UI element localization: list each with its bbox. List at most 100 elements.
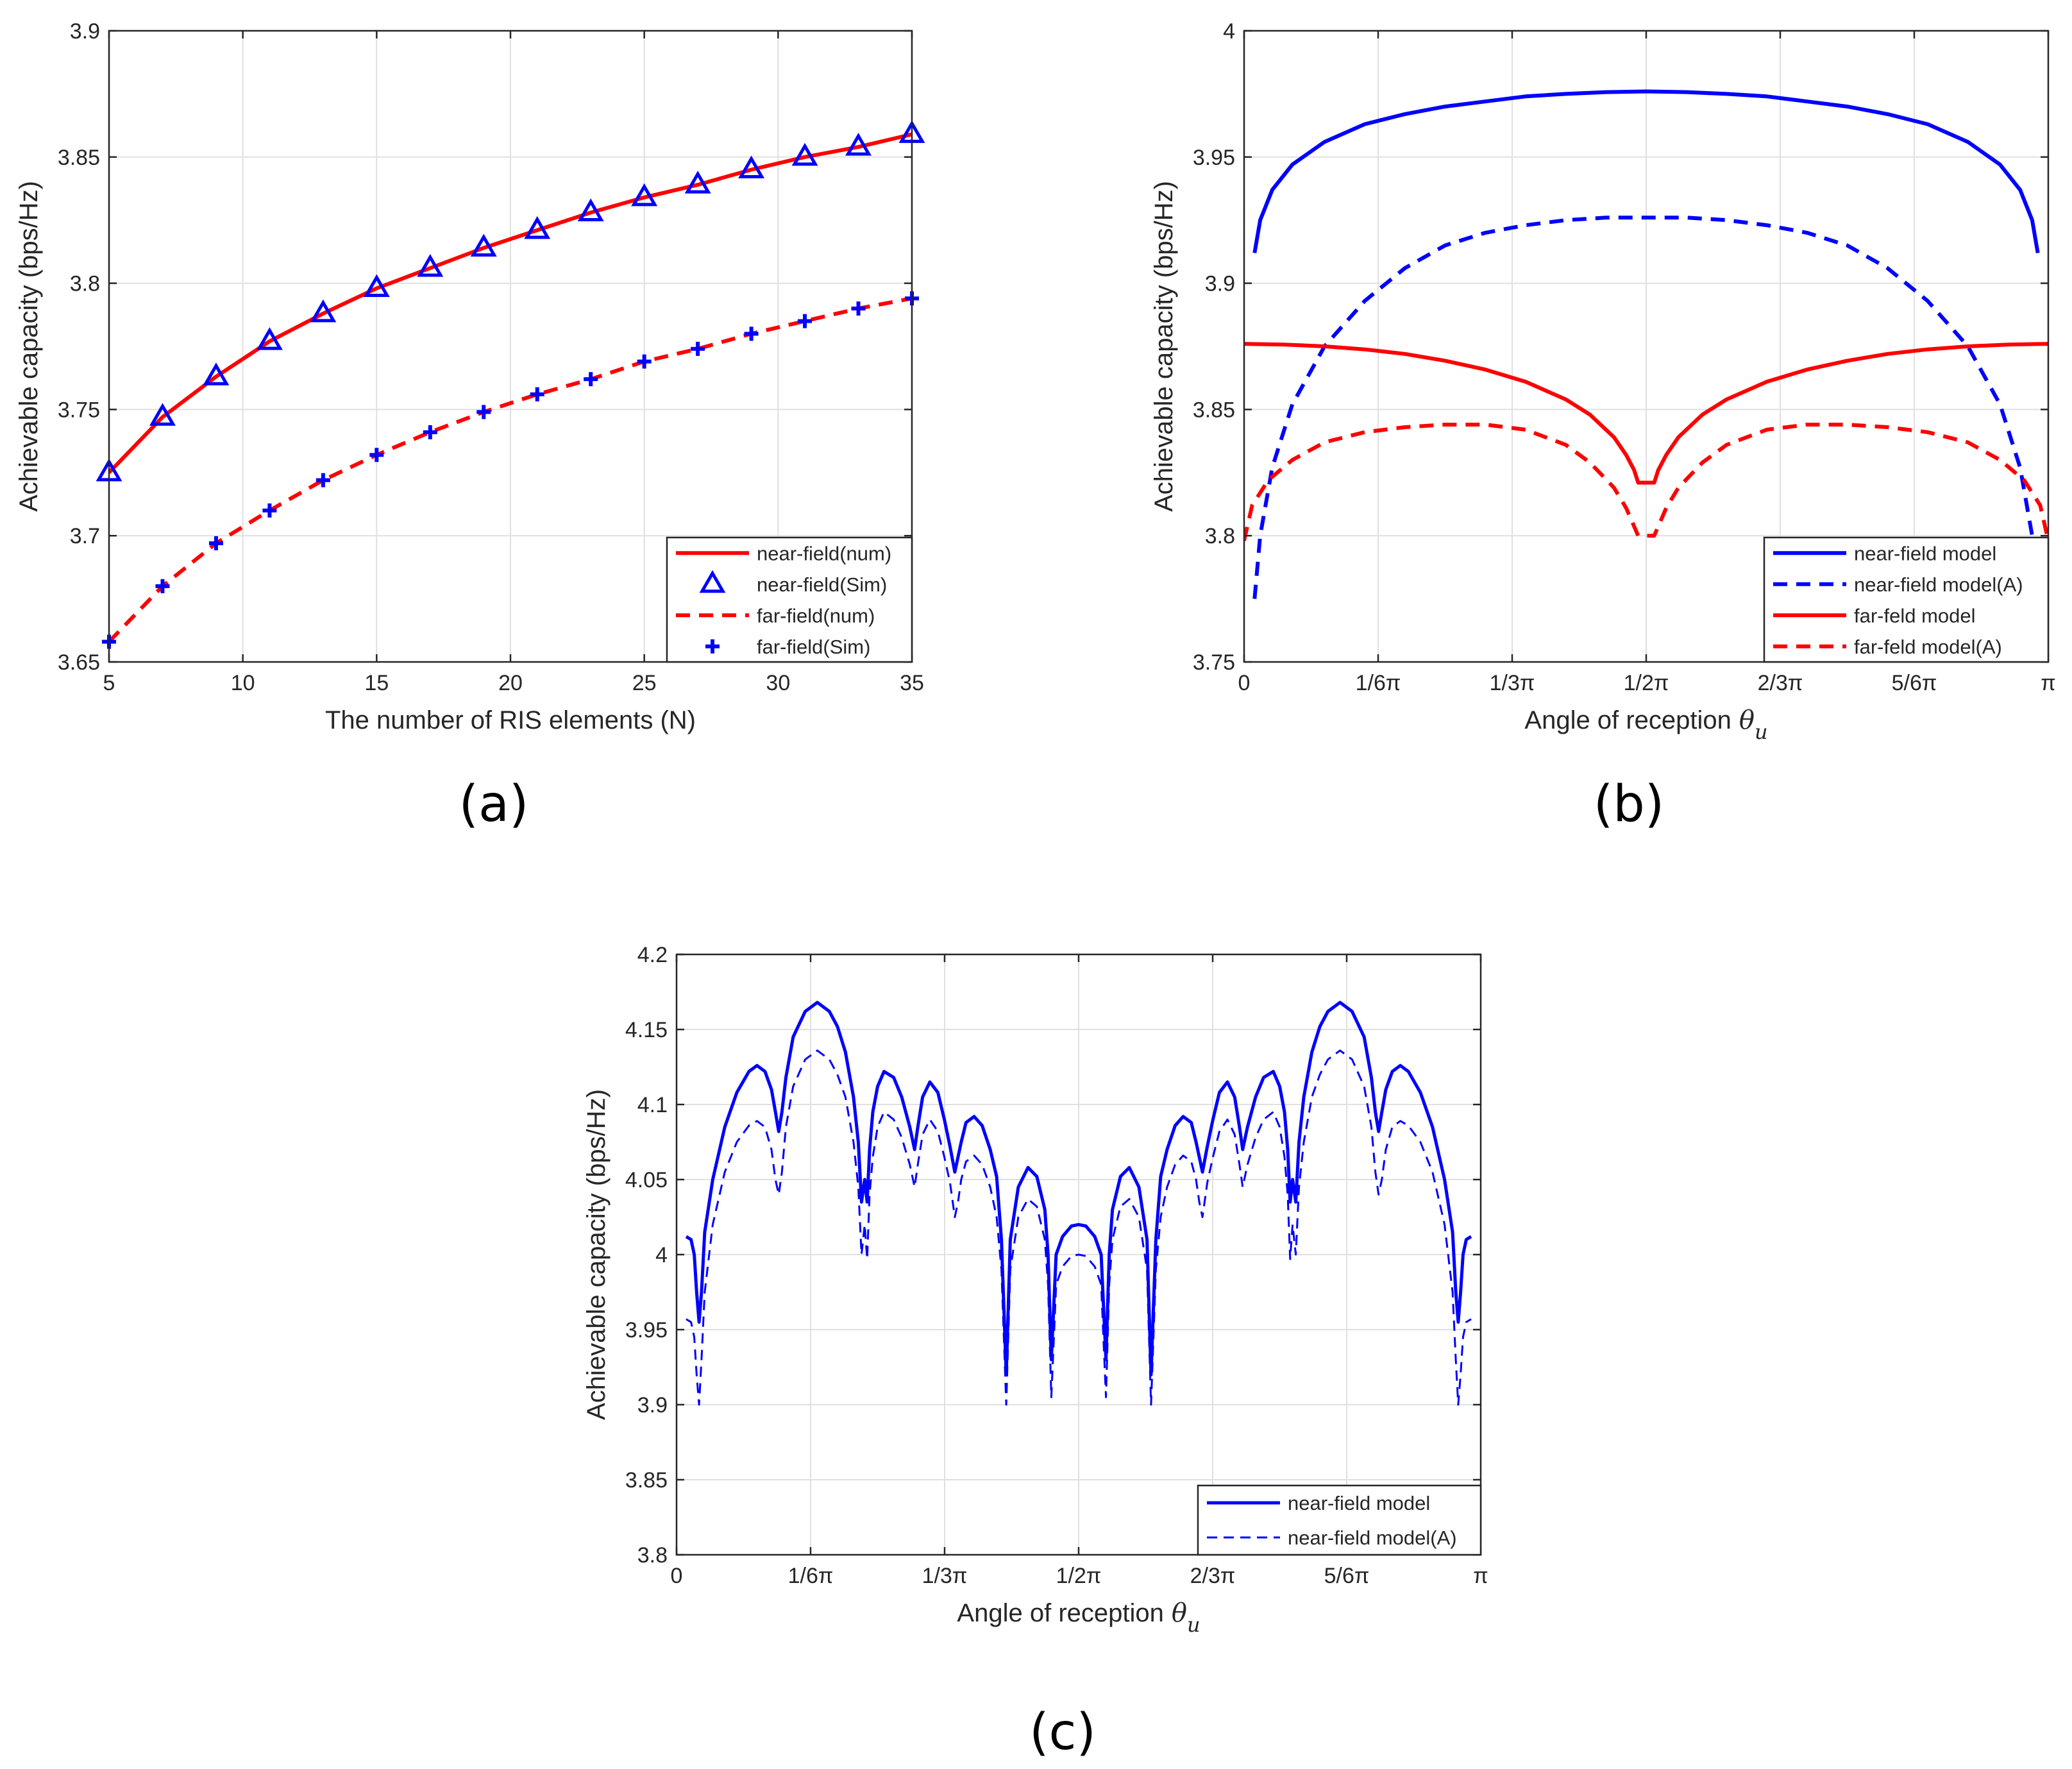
x-tick-label: 25 (632, 671, 657, 695)
y-tick-label: 3.9 (1205, 272, 1235, 296)
x-tick-label: 0 (1238, 671, 1251, 695)
series-line-3 (109, 296, 912, 643)
y-tick-label: 3.85 (625, 1468, 668, 1493)
triangle-marker (417, 253, 444, 277)
y-axis-label: Achievable capacity (bps/Hz) (582, 1089, 611, 1420)
y-tick-label: 3.95 (1193, 146, 1235, 170)
y-tick-label: 3.85 (1193, 398, 1235, 422)
x-tick-label: π (1473, 1564, 1488, 1588)
subfigure-caption: (c) (1029, 1704, 1096, 1761)
y-tick-label: 4 (1223, 19, 1235, 44)
legend-box (1197, 1484, 1482, 1556)
y-axis-label: Achievable capacity (bps/Hz) (15, 181, 43, 512)
x-axis-label-text: The number of RIS elements (N) (325, 706, 696, 734)
x-tick-label: 2/3π (1758, 671, 1803, 695)
legend-entry: near-field(Sim) (757, 573, 887, 596)
x-tick-label: 5/6π (1324, 1564, 1370, 1588)
y-tick-label: 3.95 (625, 1318, 668, 1342)
y-tick-label: 4.1 (637, 1093, 668, 1117)
subfigure-caption: (a) (459, 775, 529, 833)
series-line-2 (686, 1049, 1472, 1406)
x-axis-label: Angle of reception θu (1524, 706, 1767, 744)
x-tick-label: 0 (671, 1564, 683, 1588)
legend-entry: near-field(num) (757, 542, 891, 564)
triangle-marker (203, 362, 230, 385)
legend-triangle-marker (699, 570, 726, 593)
plus-marker (208, 536, 223, 551)
plus-marker (262, 503, 277, 518)
y-tick-label: 4 (655, 1243, 668, 1267)
plus-marker (798, 314, 813, 328)
x-tick-label: 1/2π (1056, 1564, 1102, 1588)
y-tick-label: 3.9 (637, 1393, 668, 1418)
plus-marker (423, 425, 437, 439)
x-axis-label-text: Angle of reception (957, 1599, 1163, 1627)
x-tick-label: 5 (103, 671, 115, 695)
triangle-marker (577, 198, 604, 221)
x-axis-subscript: u (1755, 720, 1768, 744)
x-tick-label: 35 (900, 671, 924, 695)
y-tick-label: 4.2 (637, 943, 668, 967)
triangle-marker (363, 274, 390, 298)
y-tick-label: 3.85 (58, 146, 100, 170)
legend-box (1763, 536, 2050, 663)
plus-marker (369, 448, 384, 462)
x-axis-symbol: θ (1172, 1598, 1187, 1628)
x-tick-label: 2/3π (1190, 1564, 1236, 1588)
legend-entry: far-feld model (1854, 604, 1976, 627)
triangle-marker (845, 133, 872, 156)
legend-plus-marker (705, 639, 720, 654)
legend-box (666, 536, 913, 663)
legend-entry: far-feld model(A) (1854, 636, 2002, 658)
triangle-marker (310, 299, 337, 323)
x-tick-label: 5/6π (1892, 671, 1937, 695)
legend-entry: far-field(Sim) (757, 636, 870, 658)
legend-entry: near-field model(A) (1854, 573, 2023, 596)
x-tick-label: 15 (364, 671, 389, 695)
y-tick-label: 3.65 (58, 650, 100, 675)
plus-marker (155, 579, 170, 593)
legend-entry: far-field(num) (757, 604, 875, 627)
y-tick-label: 3.8 (1205, 524, 1235, 548)
plus-marker (530, 387, 544, 402)
series-line-1 (109, 132, 912, 474)
y-tick-label: 3.7 (70, 524, 100, 548)
x-axis-label: The number of RIS elements (N) (325, 706, 696, 734)
chart-b: 0 1/6π 1/3π 1/2π 2/3π 5/6π π 3.75 3.8 3.85 3.9 3.95… (1150, 19, 2056, 833)
x-tick-label: 20 (498, 671, 523, 695)
legend-entry: near-field model (1288, 1492, 1430, 1514)
triangle-marker (256, 327, 283, 350)
plus-marker (851, 301, 866, 316)
y-tick-label: 3.75 (1193, 650, 1235, 675)
legend-entry: near-field model (1854, 542, 1996, 564)
triangle-marker (524, 216, 551, 239)
x-tick-label: 1/2π (1624, 671, 1669, 695)
x-tick-label: 10 (231, 671, 255, 695)
series-line-3 (1244, 342, 2048, 485)
triangle-marker (631, 183, 658, 207)
x-tick-label: 1/3π (1490, 671, 1535, 695)
plus-marker (476, 405, 491, 419)
plus-marker (744, 326, 759, 341)
series-line-1 (1252, 89, 2040, 253)
x-tick-label: 30 (766, 671, 790, 695)
triangle-marker (470, 233, 497, 257)
series-line-4 (1244, 423, 2048, 541)
plus-marker (637, 354, 652, 369)
y-tick-label: 3.9 (70, 19, 100, 44)
triangle-marker (149, 403, 176, 426)
x-tick-label: 1/3π (922, 1564, 968, 1588)
series-line-1 (685, 1001, 1472, 1376)
x-axis-symbol: θ (1739, 706, 1755, 735)
y-tick-label: 3.8 (637, 1543, 668, 1568)
legend-entry: near-field model(A) (1288, 1527, 1457, 1549)
y-tick-label: 4.15 (625, 1018, 668, 1042)
triangle-marker (684, 171, 711, 194)
x-axis-subscript: u (1187, 1612, 1200, 1637)
x-axis-label: Angle of reception θu (957, 1598, 1200, 1637)
y-axis-label: Achievable capacity (bps/Hz) (1150, 181, 1178, 512)
plus-marker (316, 473, 330, 487)
y-tick-label: 3.8 (70, 272, 100, 296)
x-tick-label: 1/6π (788, 1564, 834, 1588)
